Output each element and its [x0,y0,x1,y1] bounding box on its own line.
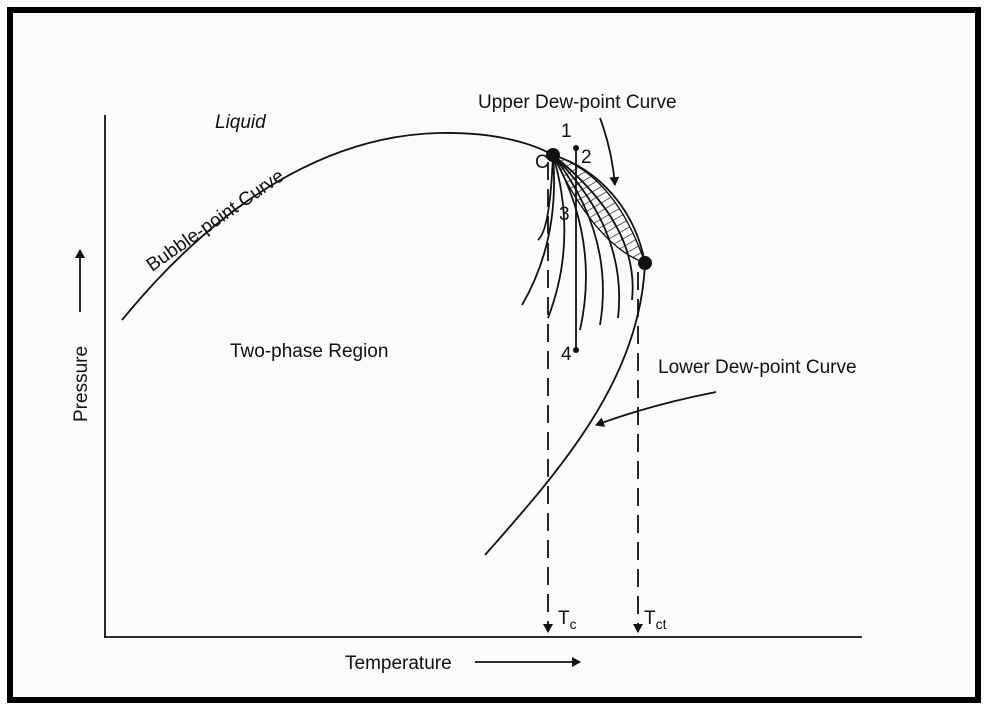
critical-point [546,148,560,162]
tc-label: Tc [558,608,577,632]
two-phase-label: Two-phase Region [230,341,388,362]
point-label: 3 [559,204,570,225]
tct-label: Tct [644,608,667,632]
tc-base: T [558,608,570,629]
point-label: 1 [561,121,572,142]
upper-dew-label: Upper Dew-point Curve [478,92,677,113]
quality-line [537,154,554,241]
quality-line [552,154,587,331]
y-axis-label: Pressure [71,346,92,422]
tct-sub: ct [656,616,667,632]
critical-point-label: C [535,152,549,173]
frame [7,7,981,703]
lower-dew-arrow [595,391,717,427]
quality-line [552,154,621,319]
liquid-label: Liquid [215,112,267,133]
point-marker [573,347,579,353]
quality-line [552,154,604,326]
x-axis-label: Temperature [345,653,452,674]
lower-dew-label: Lower Dew-point Curve [658,357,857,378]
upper-dew-arrow [599,117,620,186]
point-label: 2 [581,147,592,168]
cricondentherm-point [638,256,652,270]
quality-line [547,154,566,319]
upper-dew-point-curve [552,154,646,264]
tct-base: T [644,608,656,629]
bubble-point-curve [121,132,554,321]
tc-sub: c [570,616,577,632]
quality-line [521,154,555,306]
point-marker [573,145,579,151]
quality-line [552,154,634,301]
lower-dew-point-curve [484,262,646,556]
point-label: 4 [561,344,572,365]
